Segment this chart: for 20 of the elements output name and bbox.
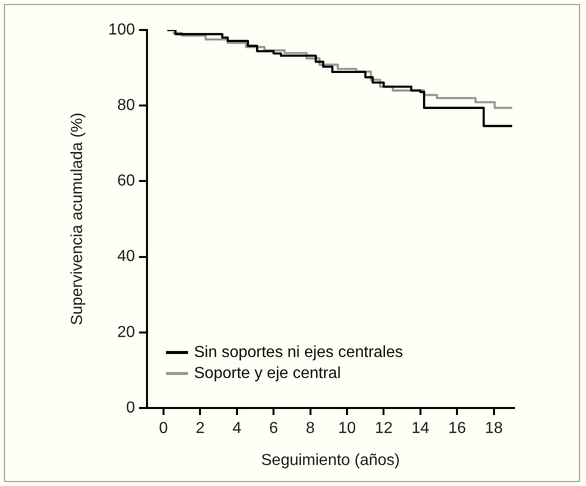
y-tick-label: 60: [117, 172, 136, 190]
x-tick-label: 2: [196, 420, 205, 438]
x-tick-label: 18: [484, 420, 503, 438]
x-tick-label: 16: [448, 420, 466, 438]
y-tick-label: 40: [117, 248, 136, 266]
x-tick-label: 0: [159, 420, 168, 438]
x-tick-label: 6: [269, 420, 278, 438]
x-tick-label: 10: [338, 420, 356, 438]
x-tick-label: 4: [232, 420, 242, 438]
x-tick-label: 8: [306, 420, 315, 438]
x-axis-title: Seguimiento (años): [261, 452, 400, 469]
x-tick-label: 12: [374, 420, 393, 438]
y-tick-label: 0: [126, 399, 136, 416]
x-tick-label: 14: [412, 420, 430, 438]
y-axis-title: Supervivencia acumulada (%): [69, 112, 86, 326]
y-tick-label: 20: [117, 324, 136, 341]
y-tick-label: 80: [117, 97, 136, 114]
y-tick-label: 100: [108, 21, 136, 38]
legend-label: Sin soportes ni ejes centrales: [194, 344, 403, 362]
legend-label: Soporte y eje central: [194, 364, 341, 382]
